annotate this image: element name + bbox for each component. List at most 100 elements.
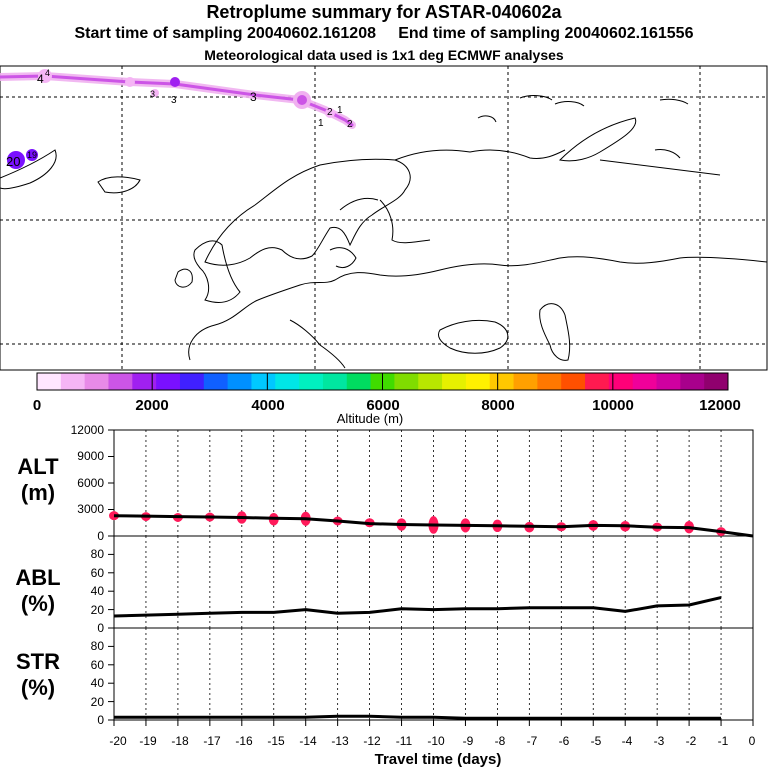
colorbar-swatch — [346, 373, 372, 390]
xtick-label: -1 — [718, 734, 729, 748]
x-axis-ticks — [113, 720, 754, 726]
colorbar-swatch — [203, 373, 229, 390]
colorbar-swatch — [394, 373, 419, 390]
str-ytick-label: 40 — [91, 676, 105, 690]
altitude-center-marker — [109, 511, 119, 521]
xtick-label: -15 — [267, 734, 285, 748]
str-ytick-label: 0 — [97, 713, 104, 727]
xtick-label: 0 — [749, 734, 756, 748]
panel-frames — [113, 429, 754, 721]
colorbar-swatch — [227, 373, 252, 390]
plume-day-labels: 4 4 3 3 3 2 1 1 2 20 19 — [6, 68, 353, 169]
colorbar-swatch — [108, 373, 133, 390]
xtick-label: -4 — [622, 734, 633, 748]
panel-y-ticks — [108, 429, 114, 721]
coastlines — [0, 95, 768, 369]
colorbar-tick: 2000 — [135, 397, 168, 414]
alt-ytick-label: 3000 — [77, 502, 104, 516]
colorbar-tick-labels: 0 2000 4000 6000 8000 10000 12000 — [33, 397, 741, 414]
xtick-label: -19 — [139, 734, 157, 748]
plume-cluster-marker — [170, 77, 180, 87]
map-frame — [0, 65, 768, 371]
xtick-label: -11 — [396, 734, 413, 748]
colorbar-swatch — [299, 373, 324, 390]
plume-cluster-marker — [297, 95, 307, 105]
abl-ytick-label: 20 — [91, 603, 105, 617]
colorbar-swatch — [465, 373, 491, 390]
xtick-label: -18 — [171, 734, 189, 748]
plume-label: 20 — [6, 154, 20, 169]
xtick-label: -5 — [591, 734, 602, 748]
colorbar-tick: 8000 — [481, 397, 514, 414]
alt-series-line — [113, 514, 754, 538]
colorbar-swatch — [132, 373, 157, 390]
xtick-label: -16 — [235, 734, 253, 748]
colorbar-tick: 4000 — [251, 397, 284, 414]
colorbar-swatch — [537, 373, 562, 390]
xtick-label: -12 — [363, 734, 381, 748]
alt-ytick-labels: 0 3000 6000 9000 12000 — [71, 423, 105, 543]
abl-panel-unit: (%) — [21, 591, 55, 616]
str-panel-unit: (%) — [21, 675, 55, 700]
colorbar-swatch — [84, 373, 109, 390]
colorbar-swatch — [37, 373, 62, 390]
plume-cluster-marker — [26, 149, 38, 161]
plume-cluster-marker — [7, 151, 25, 169]
map-panel: 4 4 3 3 3 2 1 1 2 20 19 — [0, 65, 768, 371]
colorbar-swatch — [632, 373, 658, 390]
colorbar-swatch — [418, 373, 443, 390]
abl-ytick-label: 40 — [91, 584, 105, 598]
plume-cluster-marker — [38, 69, 52, 83]
xtick-label: -13 — [331, 734, 349, 748]
alt-ytick-label: 0 — [97, 529, 104, 543]
str-panel-label: STR — [16, 649, 60, 674]
colorbar-swatch — [275, 373, 300, 390]
colorbar-swatch — [60, 373, 86, 390]
xtick-label: -9 — [463, 734, 474, 748]
colorbar-swatch — [513, 373, 538, 390]
xtick-label: -6 — [559, 734, 570, 748]
plume-label: 2 — [327, 107, 333, 118]
colorbar-tick: 6000 — [366, 397, 399, 414]
colorbar-swatch — [442, 373, 467, 390]
map-gridlines — [0, 66, 767, 370]
colorbar-swatch — [179, 373, 205, 390]
colorbar-tick: 10000 — [592, 397, 634, 414]
str-ytick-label: 80 — [91, 639, 105, 653]
panel-gridlines — [145, 430, 722, 720]
plume-cluster-marker — [151, 89, 159, 97]
xtick-labels: -20 -19 -18 -17 -16 -15 -14 -13 -12 -11 … — [109, 734, 755, 748]
str-ytick-labels: 0 20 40 60 80 — [91, 639, 105, 727]
colorbar-tick: 0 — [33, 397, 41, 414]
xtick-label: -8 — [495, 734, 506, 748]
alt-panel-label: ALT — [17, 454, 59, 479]
alt-panel-unit: (m) — [21, 480, 55, 505]
xtick-label: -2 — [686, 734, 697, 748]
abl-panel-label: ABL — [15, 565, 60, 590]
series-lines — [113, 514, 754, 720]
colorbar-tick: 12000 — [699, 397, 741, 414]
colorbar-swatch — [704, 373, 729, 390]
xtick-label: -7 — [527, 734, 538, 748]
colorbar-swatch — [608, 373, 634, 390]
chart-title: Retroplume summary for ASTAR-040602a — [206, 2, 562, 22]
plume-label: 3 — [171, 95, 177, 106]
colorbar-swatch — [656, 373, 681, 390]
colorbar-swatch — [156, 373, 181, 390]
plume-label: 4 — [37, 72, 44, 86]
alt-ytick-label: 12000 — [71, 423, 105, 437]
colorbar-swatch — [561, 373, 586, 390]
plume-trajectory — [0, 69, 356, 169]
plume-label: 3 — [250, 90, 257, 104]
alt-ytick-label: 6000 — [77, 476, 104, 490]
abl-ytick-labels: 0 20 40 60 80 — [91, 547, 105, 635]
plume-cluster-marker — [325, 108, 335, 118]
colorbar-swatch — [322, 373, 348, 390]
altitude-colorbar — [36, 372, 729, 391]
x-axis-label: Travel time (days) — [375, 751, 502, 768]
abl-ytick-label: 60 — [91, 566, 105, 580]
plume-label: 1 — [337, 105, 343, 116]
xtick-label: -10 — [427, 734, 445, 748]
plume-label: 4 — [45, 68, 50, 78]
